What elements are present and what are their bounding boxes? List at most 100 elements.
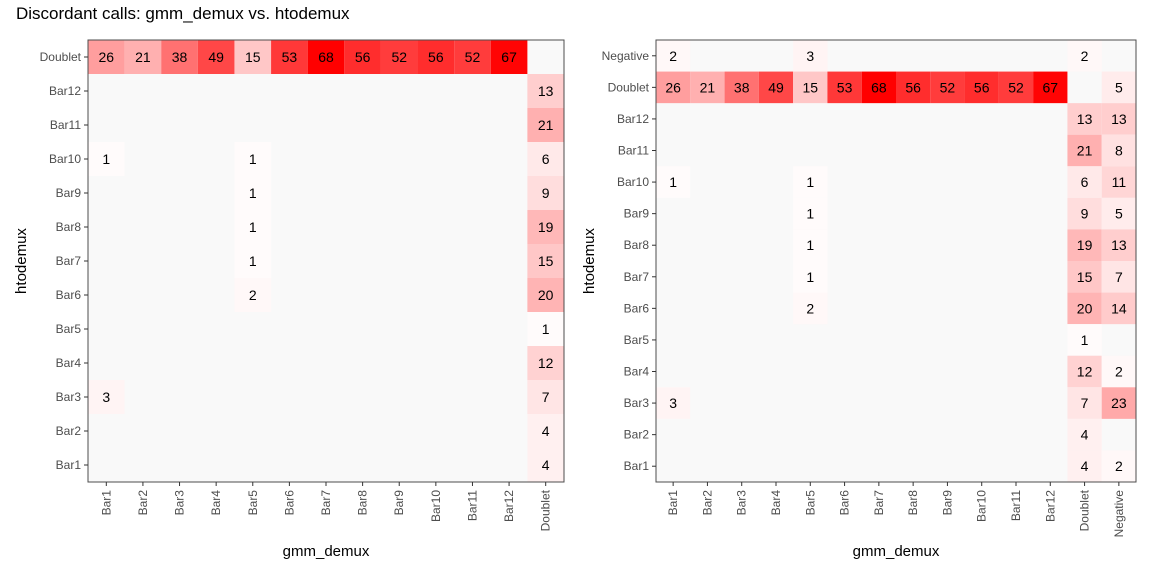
cell-value-label: 7 bbox=[1115, 269, 1123, 285]
cell-value-label: 1 bbox=[806, 174, 814, 190]
cell-value-label: 2 bbox=[249, 287, 257, 303]
heatmap-cell bbox=[527, 142, 564, 176]
y-tick-label: Bar7 bbox=[56, 254, 82, 268]
heatmap-cell bbox=[454, 40, 491, 74]
heatmap-cell bbox=[656, 166, 691, 198]
y-tick-label: Bar6 bbox=[624, 301, 650, 315]
heatmap-cell bbox=[380, 40, 418, 74]
heatmap-cell bbox=[690, 71, 725, 104]
cell-value-label: 2 bbox=[806, 300, 814, 316]
x-tick-label: Bar5 bbox=[246, 490, 260, 516]
cell-value-label: 1 bbox=[249, 253, 257, 269]
cell-value-label: 21 bbox=[1077, 143, 1093, 159]
cell-value-label: 38 bbox=[172, 49, 188, 65]
cell-value-label: 38 bbox=[734, 79, 750, 95]
cell-value-label: 1 bbox=[542, 321, 550, 337]
cell-value-label: 13 bbox=[1077, 111, 1093, 127]
cell-value-label: 1 bbox=[249, 151, 257, 167]
plot-panel bbox=[88, 40, 564, 482]
x-tick-label: Bar11 bbox=[1009, 490, 1023, 521]
cell-value-label: 67 bbox=[501, 49, 517, 65]
cell-value-label: 19 bbox=[538, 219, 554, 235]
heatmap-cell bbox=[234, 176, 272, 210]
x-tick-label: Doublet bbox=[1078, 489, 1092, 531]
y-tick-label: Bar3 bbox=[56, 390, 82, 404]
cell-value-label: 13 bbox=[1111, 237, 1127, 253]
heatmap-cell bbox=[88, 40, 125, 74]
cell-value-label: 9 bbox=[1081, 206, 1089, 222]
cell-value-label: 49 bbox=[768, 79, 784, 95]
heatmap-cell bbox=[896, 71, 931, 104]
y-tick-label: Doublet bbox=[608, 80, 650, 94]
heatmap-cell bbox=[527, 176, 564, 210]
heatmap-cell bbox=[793, 166, 828, 198]
heatmap-cell bbox=[1067, 197, 1102, 230]
cell-value-label: 21 bbox=[538, 117, 554, 133]
cell-value-label: 52 bbox=[940, 79, 956, 95]
cell-value-label: 13 bbox=[538, 83, 554, 99]
heatmap-cell bbox=[527, 312, 564, 346]
heatmap-cell bbox=[1067, 418, 1102, 451]
heatmap-cell bbox=[1101, 71, 1136, 104]
cell-value-label: 9 bbox=[542, 185, 550, 201]
x-tick-label: Bar8 bbox=[906, 490, 920, 516]
heatmap-cell bbox=[793, 40, 828, 72]
y-tick-label: Bar11 bbox=[618, 144, 649, 158]
x-tick-label: Bar2 bbox=[700, 490, 714, 516]
cell-value-label: 1 bbox=[102, 151, 110, 167]
y-tick-label: Bar12 bbox=[617, 112, 649, 126]
heatmap-cell bbox=[793, 292, 828, 325]
y-tick-label: Bar5 bbox=[56, 322, 82, 336]
heatmap-cell bbox=[234, 142, 272, 176]
heatmap-cell bbox=[1067, 134, 1102, 167]
cell-value-label: 4 bbox=[542, 423, 550, 439]
cell-value-label: 52 bbox=[391, 49, 407, 65]
heatmap-cell bbox=[1101, 134, 1136, 167]
heatmap-cell bbox=[1101, 261, 1136, 293]
cell-value-label: 68 bbox=[318, 49, 334, 65]
cell-value-label: 15 bbox=[538, 253, 554, 269]
cell-value-label: 3 bbox=[102, 389, 110, 405]
heatmap-cell bbox=[1101, 197, 1136, 230]
cell-value-label: 15 bbox=[1077, 269, 1093, 285]
y-tick-label: Bar6 bbox=[56, 288, 82, 302]
heatmap-cell bbox=[527, 108, 564, 142]
y-tick-label: Bar1 bbox=[624, 459, 650, 473]
x-tick-label: Bar3 bbox=[173, 490, 187, 516]
x-tick-label: Bar1 bbox=[666, 490, 680, 516]
cell-value-label: 13 bbox=[1111, 111, 1127, 127]
cell-value-label: 53 bbox=[282, 49, 298, 65]
cell-value-label: 26 bbox=[665, 79, 681, 95]
heatmap-cell bbox=[124, 40, 162, 74]
cell-value-label: 1 bbox=[1081, 332, 1089, 348]
cell-value-label: 21 bbox=[135, 49, 151, 65]
x-tick-label: Bar6 bbox=[282, 490, 296, 516]
heatmap-cell bbox=[793, 261, 828, 293]
y-tick-label: Bar11 bbox=[50, 118, 81, 132]
x-tick-label: Bar12 bbox=[502, 490, 516, 522]
heatmap-cell bbox=[490, 40, 528, 74]
heatmap-cell bbox=[88, 142, 125, 176]
cell-value-label: 15 bbox=[802, 79, 818, 95]
heatmap-cell bbox=[307, 40, 345, 74]
heatmap-cell bbox=[1101, 103, 1136, 135]
heatmap-cell bbox=[1067, 166, 1102, 198]
cell-value-label: 12 bbox=[1077, 364, 1093, 380]
y-tick-label: Bar4 bbox=[56, 356, 82, 370]
heatmap-cell bbox=[1101, 355, 1136, 388]
x-tick-label: Bar4 bbox=[209, 490, 223, 516]
heatmap-cell bbox=[197, 40, 235, 74]
heatmap-cell bbox=[758, 71, 794, 104]
heatmap-cell bbox=[656, 71, 691, 104]
y-tick-label: Bar10 bbox=[49, 152, 81, 166]
heatmap-cell bbox=[793, 229, 828, 261]
cell-value-label: 67 bbox=[1042, 79, 1058, 95]
cell-value-label: 56 bbox=[428, 49, 444, 65]
heatmap-cell bbox=[527, 244, 564, 278]
x-tick-label: Bar5 bbox=[803, 490, 817, 516]
heatmap-cell bbox=[234, 278, 272, 312]
heatmap-cell bbox=[417, 40, 455, 74]
cell-value-label: 1 bbox=[806, 206, 814, 222]
heatmap-cell bbox=[271, 40, 308, 74]
